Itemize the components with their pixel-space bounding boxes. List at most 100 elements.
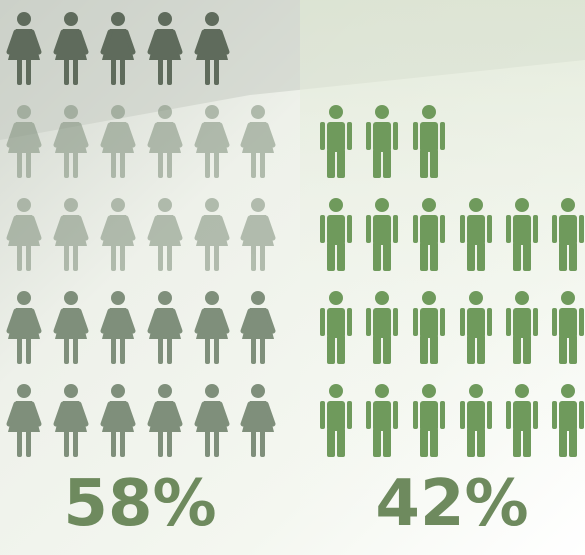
icon-head bbox=[422, 198, 436, 212]
icon-arm bbox=[552, 215, 557, 243]
icon-leg bbox=[430, 335, 438, 364]
icon-leg bbox=[17, 337, 22, 364]
icon-arm bbox=[579, 401, 584, 429]
icon-arm bbox=[320, 122, 325, 150]
icon-body bbox=[467, 308, 485, 338]
icon-head bbox=[17, 105, 31, 119]
icon-leg bbox=[467, 335, 475, 364]
icon-body bbox=[420, 122, 438, 152]
icon-leg bbox=[420, 335, 428, 364]
pictogram-icon bbox=[506, 291, 538, 364]
icon-body bbox=[373, 401, 391, 431]
icon-leg bbox=[26, 430, 31, 457]
pictogram-icon bbox=[53, 198, 89, 271]
icon-arm bbox=[533, 401, 538, 429]
icon-head bbox=[64, 12, 78, 26]
pictogram-icon bbox=[100, 198, 136, 271]
icon-head bbox=[251, 291, 265, 305]
icon-body bbox=[373, 122, 391, 152]
icon-leg bbox=[64, 430, 69, 457]
icon-leg bbox=[158, 430, 163, 457]
icon-head bbox=[251, 105, 265, 119]
pictogram-icon bbox=[100, 105, 136, 178]
icon-leg bbox=[430, 428, 438, 457]
icon-arm bbox=[366, 122, 371, 150]
pictogram-icon bbox=[240, 198, 276, 271]
icon-leg bbox=[17, 244, 22, 271]
pictogram-icon bbox=[552, 384, 584, 457]
icon-arm bbox=[366, 401, 371, 429]
icon-head bbox=[422, 105, 436, 119]
icon-leg bbox=[158, 244, 163, 271]
icon-head bbox=[561, 198, 575, 212]
pictogram-icon bbox=[147, 12, 183, 85]
icon-body bbox=[467, 401, 485, 431]
icon-leg bbox=[337, 428, 345, 457]
pictogram-icon bbox=[366, 291, 398, 364]
pictogram-icon bbox=[100, 384, 136, 457]
pictogram-icon bbox=[320, 291, 352, 364]
icon-leg bbox=[167, 244, 172, 271]
icon-arm bbox=[6, 308, 42, 334]
pictogram-icon bbox=[366, 198, 398, 271]
icon-leg bbox=[167, 337, 172, 364]
icon-leg bbox=[73, 58, 78, 85]
background-grass bbox=[300, 0, 585, 555]
icon-body bbox=[327, 401, 345, 431]
icon-leg bbox=[26, 151, 31, 178]
icon-head bbox=[422, 384, 436, 398]
icon-head bbox=[375, 384, 389, 398]
icon-arm bbox=[53, 308, 89, 334]
icon-arm bbox=[240, 401, 276, 427]
icon-leg bbox=[120, 430, 125, 457]
icon-arm bbox=[6, 215, 42, 241]
icon-body bbox=[513, 308, 531, 338]
icon-head bbox=[515, 384, 529, 398]
icon-head bbox=[329, 198, 343, 212]
pictogram-icon bbox=[460, 198, 492, 271]
icon-leg bbox=[513, 335, 521, 364]
icon-head bbox=[561, 291, 575, 305]
icon-head bbox=[205, 12, 219, 26]
icon-leg bbox=[17, 58, 22, 85]
icon-arm bbox=[393, 401, 398, 429]
icon-leg bbox=[383, 428, 391, 457]
icon-arm bbox=[320, 215, 325, 243]
icon-arm bbox=[579, 215, 584, 243]
pictogram-icon bbox=[413, 105, 445, 178]
icon-arm bbox=[460, 308, 465, 336]
icon-head bbox=[111, 105, 125, 119]
icon-arm bbox=[347, 308, 352, 336]
icon-head bbox=[205, 105, 219, 119]
icon-arm bbox=[147, 308, 183, 334]
icon-leg bbox=[559, 428, 567, 457]
icon-leg bbox=[420, 242, 428, 271]
icon-leg bbox=[120, 58, 125, 85]
pictogram-icon bbox=[6, 384, 42, 457]
icon-leg bbox=[205, 430, 210, 457]
icon-head bbox=[469, 291, 483, 305]
icon-leg bbox=[26, 58, 31, 85]
icon-arm bbox=[53, 29, 89, 55]
icon-arm bbox=[440, 308, 445, 336]
icon-leg bbox=[477, 242, 485, 271]
icon-leg bbox=[327, 149, 335, 178]
pictogram-icon bbox=[413, 384, 445, 457]
icon-arm bbox=[53, 215, 89, 241]
icon-leg bbox=[337, 149, 345, 178]
icon-arm bbox=[6, 122, 42, 148]
icon-head bbox=[329, 291, 343, 305]
icon-leg bbox=[523, 335, 531, 364]
icon-leg bbox=[420, 428, 428, 457]
icon-leg bbox=[64, 337, 69, 364]
icon-leg bbox=[477, 428, 485, 457]
icon-leg bbox=[477, 335, 485, 364]
icon-arm bbox=[533, 308, 538, 336]
pictogram-icon bbox=[320, 384, 352, 457]
icon-leg bbox=[73, 337, 78, 364]
icon-head bbox=[422, 291, 436, 305]
icon-arm bbox=[393, 215, 398, 243]
icon-arm bbox=[440, 401, 445, 429]
